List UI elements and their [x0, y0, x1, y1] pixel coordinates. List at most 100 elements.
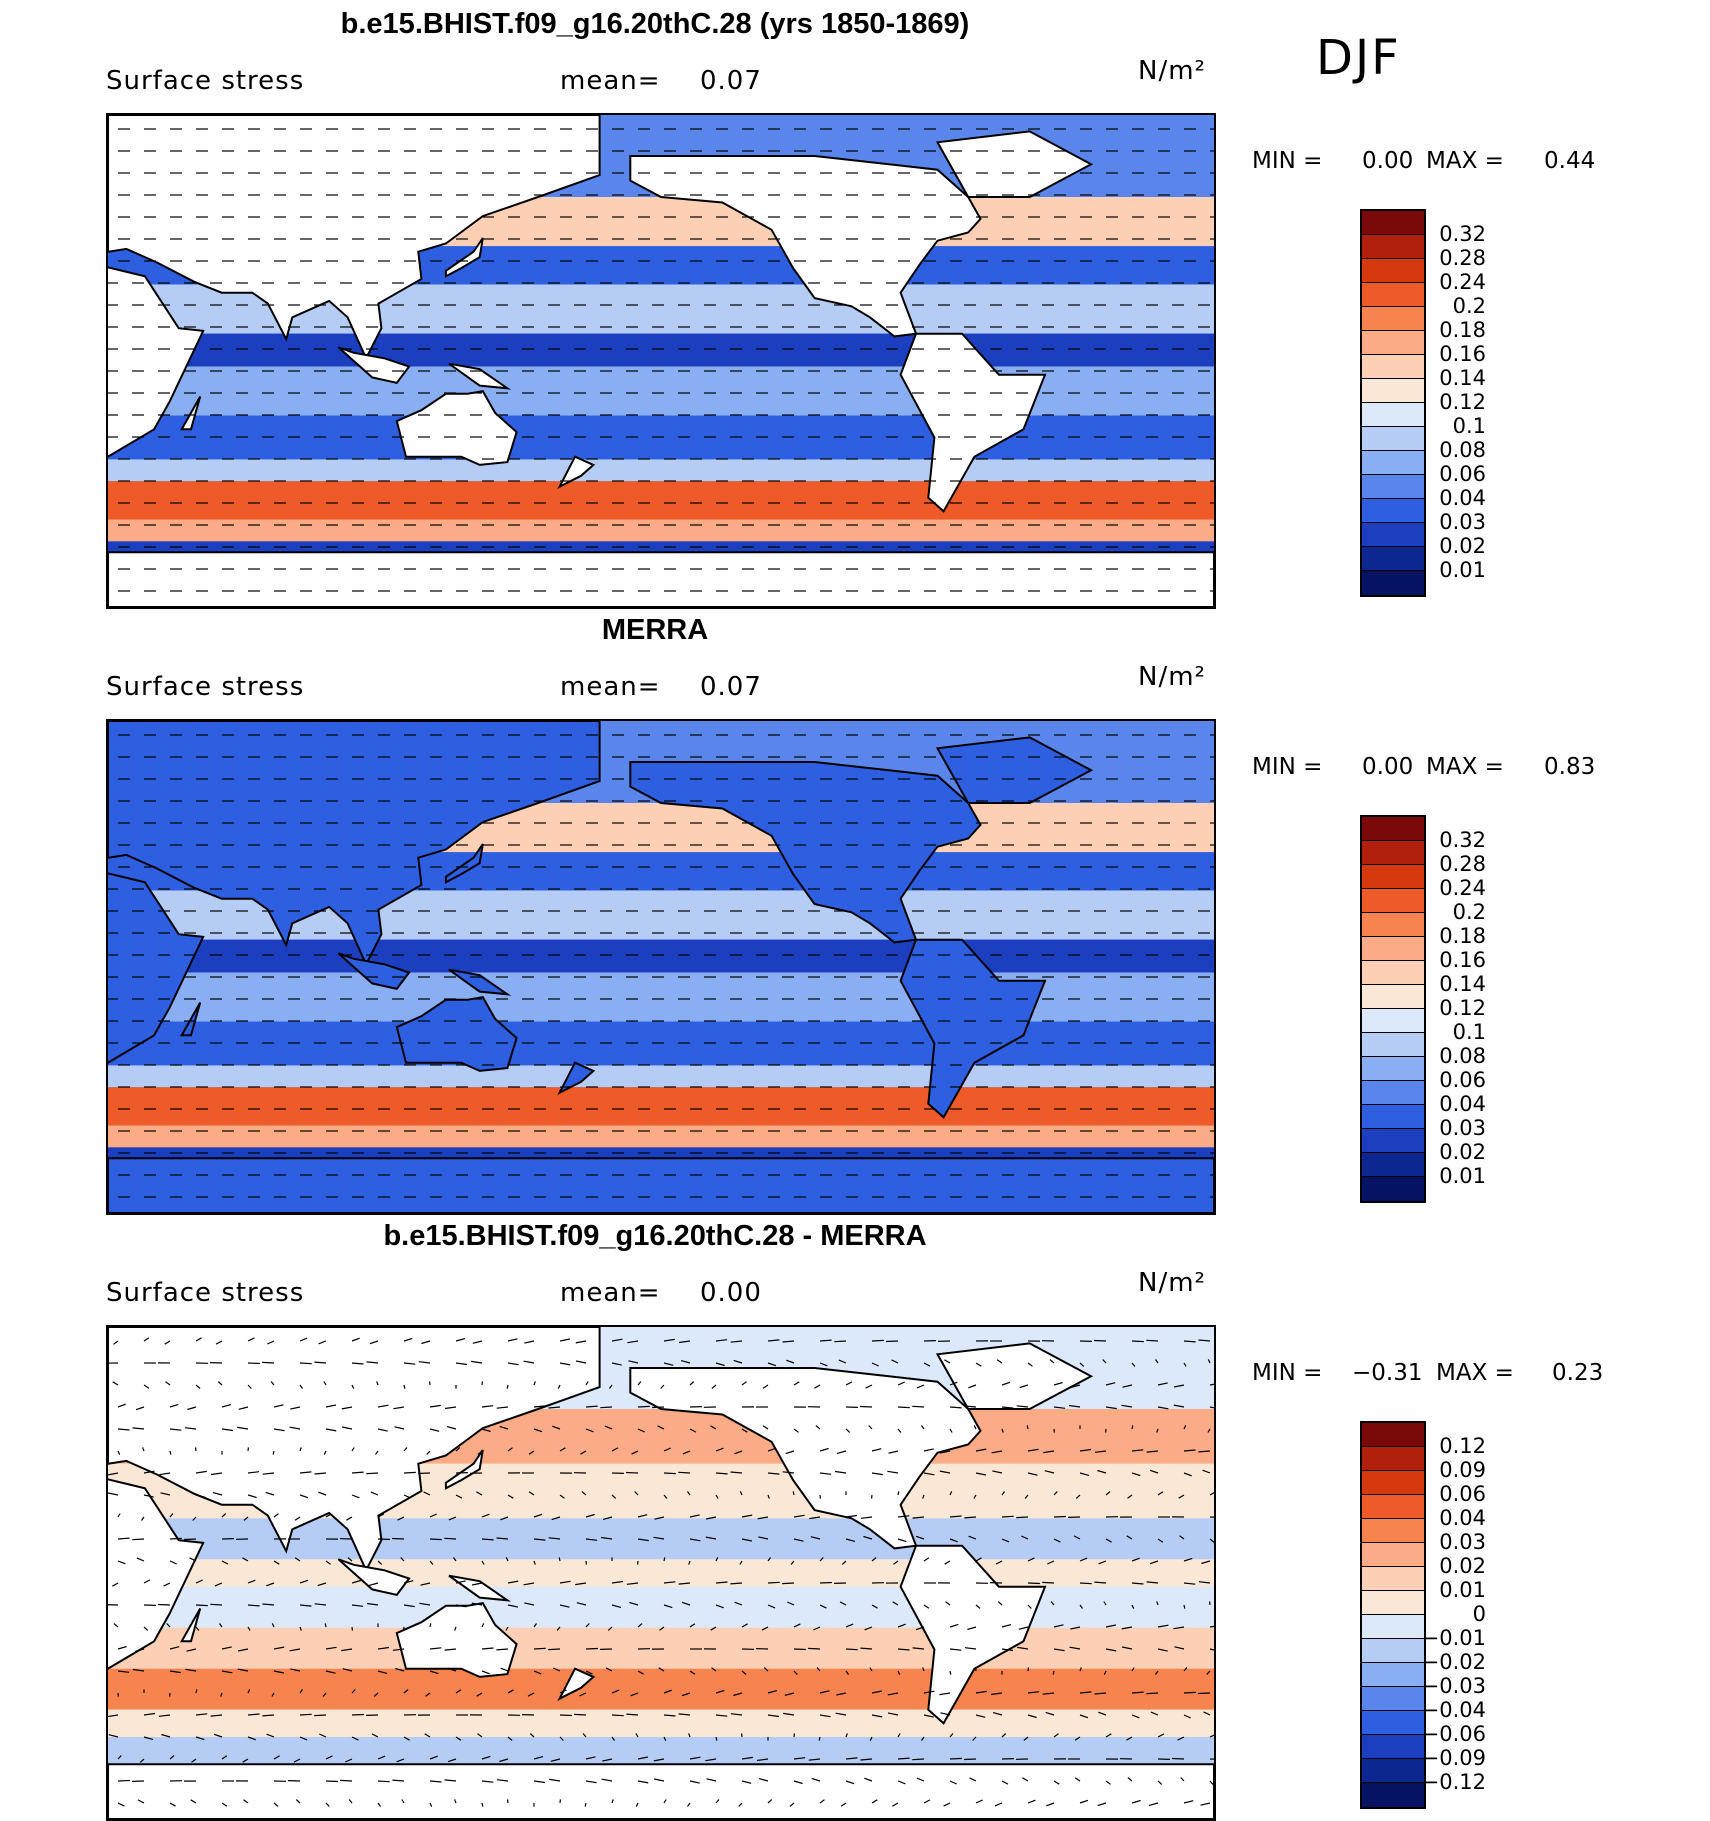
continent-outline [108, 1158, 1214, 1213]
colorbar-tick-label: 0.03 [1396, 1530, 1486, 1554]
field-band [108, 366, 1214, 415]
colorbar-tick-label: 0.12 [1396, 996, 1486, 1020]
wind-vector [559, 1557, 560, 1561]
continent-outline [108, 1764, 1214, 1819]
wind-vector [444, 1538, 456, 1539]
panel-3-max-label: MAX = [1436, 1360, 1514, 1386]
wind-vector [1132, 1425, 1133, 1429]
wind-vector [1210, 1759, 1214, 1760]
colorbar-tick-label: 0.32 [1396, 222, 1486, 246]
wind-vector [1002, 1516, 1014, 1517]
wind-vector [652, 1407, 664, 1408]
colorbar-tick-label: 0.28 [1396, 852, 1486, 876]
wind-vector [794, 1649, 806, 1650]
field-band [108, 1087, 1214, 1125]
field-band [108, 1669, 1214, 1710]
field-band [108, 940, 1214, 973]
wind-vector [262, 1362, 274, 1363]
wind-vector [170, 1538, 182, 1539]
wind-vector [404, 1385, 405, 1389]
panel-3-variable: Surface stress [106, 1278, 304, 1308]
colorbar-tick-label: −0.09 [1396, 1746, 1486, 1770]
panel-1-mean-value: 0.07 [700, 66, 762, 96]
wind-vector [482, 1803, 483, 1807]
field-band [108, 459, 1214, 481]
wind-vector [912, 1759, 924, 1760]
wind-vector [678, 1472, 690, 1473]
wind-vector [626, 1473, 638, 1474]
wind-vector [1094, 1341, 1106, 1342]
colorbar-tick-label: 0.03 [1396, 1116, 1486, 1140]
colorbar-tick-label: 0.01 [1396, 1578, 1486, 1602]
colorbar-tick-label: −0.01 [1396, 1626, 1486, 1650]
wind-vector [392, 1539, 404, 1540]
wind-vector [950, 1671, 951, 1675]
wind-vector [1053, 1671, 1054, 1675]
colorbar-tick-label: 0.03 [1396, 510, 1486, 534]
wind-vector [548, 1649, 560, 1650]
wind-vector [248, 1363, 260, 1364]
wind-vector [196, 1605, 208, 1606]
wind-vector [196, 1689, 197, 1693]
wind-vector [1080, 1583, 1092, 1584]
colorbar-tick-label: 0.02 [1396, 534, 1486, 558]
wind-vector [664, 1473, 676, 1474]
panel-2-min-label: MIN = [1252, 754, 1322, 780]
wind-vector [1054, 1517, 1066, 1518]
wind-vector [170, 1451, 171, 1455]
wind-vector [430, 1539, 442, 1540]
field-band [108, 1587, 1214, 1628]
wind-vector [300, 1363, 312, 1364]
wind-vector [1184, 1605, 1185, 1609]
colorbar-tick-label: 0.24 [1396, 270, 1486, 294]
colorbar-tick-label: 0.18 [1396, 924, 1486, 948]
colorbar-tick-label: 0.12 [1396, 390, 1486, 414]
wind-vector [1146, 1340, 1158, 1341]
colorbar-tick-label: 0.2 [1396, 294, 1486, 318]
field-band [108, 972, 1214, 1021]
wind-vector [1172, 1759, 1184, 1760]
panel-2-map [106, 719, 1216, 1215]
colorbar-tick-label: 0.06 [1396, 1068, 1486, 1092]
panel-3-min-value: −0.31 [1352, 1360, 1422, 1386]
wind-vector [820, 1583, 832, 1584]
panel-3-max-value: 0.23 [1552, 1360, 1603, 1386]
colorbar-tick-label: 0.08 [1396, 1044, 1486, 1068]
wind-vector [1016, 1517, 1028, 1518]
wind-vector [834, 1341, 846, 1342]
wind-vector [430, 1623, 431, 1627]
wind-vector [507, 1385, 508, 1389]
colorbar-tick-label: 0.02 [1396, 1554, 1486, 1578]
colorbar-tick-label: 0.04 [1396, 486, 1486, 510]
panel-2-max-label: MAX = [1426, 754, 1504, 780]
wind-vector [872, 1340, 884, 1341]
wind-vector [793, 1491, 794, 1495]
field-band [108, 1065, 1214, 1087]
wind-vector [950, 1758, 962, 1759]
wind-vector [898, 1407, 910, 1408]
wind-vector [808, 1648, 820, 1649]
colorbar-tick-label: −0.04 [1396, 1698, 1486, 1722]
wind-vector [612, 1715, 624, 1716]
wind-vector [352, 1715, 364, 1716]
colorbar-tick-label: 0.01 [1396, 1164, 1486, 1188]
wind-vector [716, 1737, 717, 1741]
wind-vector [325, 1623, 326, 1627]
panel-3-map [106, 1325, 1216, 1821]
wind-vector [326, 1781, 338, 1782]
wind-vector [418, 1473, 430, 1474]
wind-vector [1042, 1582, 1054, 1583]
colorbar-tick-label: 0.24 [1396, 876, 1486, 900]
panel-3-units: N/m² [1138, 1268, 1206, 1298]
colorbar-tick-label: −0.03 [1396, 1674, 1486, 1698]
panel-2-max-value: 0.83 [1544, 754, 1595, 780]
panel-1-units: N/m² [1138, 56, 1206, 86]
wind-vector [912, 1406, 924, 1407]
wind-vector [886, 1341, 898, 1342]
colorbar-tick-label: 0 [1396, 1602, 1486, 1626]
field-band [108, 520, 1214, 542]
panel-2-min-value: 0.00 [1362, 754, 1413, 780]
wind-vector [819, 1737, 820, 1741]
wind-vector [898, 1491, 899, 1495]
wind-vector [574, 1714, 586, 1715]
